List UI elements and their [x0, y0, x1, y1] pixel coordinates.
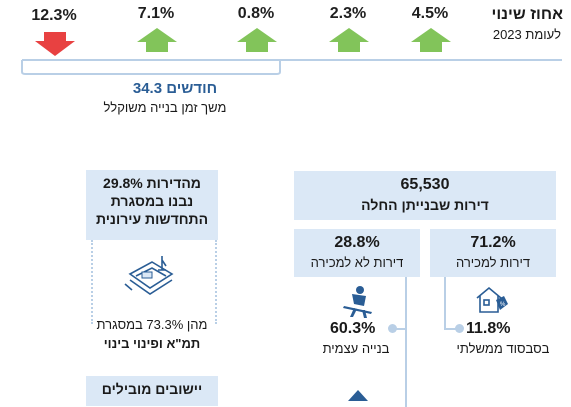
leading-localities-box: יישובים מובילים: [86, 376, 218, 406]
subsidized-value: 11.8%: [466, 320, 511, 337]
self-build-label: בנייה עצמית: [322, 341, 390, 356]
subsidized-label: בסבסוד ממשלתי: [456, 341, 550, 356]
up-arrow-icon: [329, 28, 369, 52]
starts-count: 65,530: [400, 176, 450, 193]
self-build-value: 60.3%: [330, 320, 376, 337]
header-title: אחוז שינוי: [491, 6, 564, 23]
connector-dot: [388, 324, 397, 333]
self-build-worker-icon: [343, 286, 372, 318]
change-value-5: 4.5%: [411, 5, 449, 22]
up-arrow-icon: [237, 28, 277, 52]
up-arrow-icon: [411, 28, 451, 52]
building-icon: [348, 390, 368, 401]
down-arrow-icon: [35, 32, 75, 56]
leading-localities-title: יישובים מובילים: [101, 381, 203, 397]
urban-renewal-box: 29.8% מהדירות נבנו במסגרת התחדשות עירוני…: [86, 170, 218, 240]
urban-renewal-sub-line1: מהן 73.3% במסגרת: [96, 317, 208, 332]
for-sale-label: דירות למכירה: [455, 255, 531, 270]
header-divider: [22, 59, 562, 61]
for-sale-box: 71.2% דירות למכירה: [430, 229, 556, 277]
blueprint-icon: [124, 256, 174, 295]
connector-line: [444, 328, 460, 330]
house-percent-icon: %: [476, 286, 508, 313]
not-for-sale-label: דירות לא למכירה: [310, 255, 404, 270]
not-for-sale-value: 28.8%: [334, 234, 380, 251]
change-value-3: 0.8%: [237, 5, 275, 22]
connector-line: [392, 328, 406, 330]
header-subtitle: לעומת 2023: [492, 27, 561, 42]
not-for-sale-box: 28.8% דירות לא למכירה: [294, 229, 420, 277]
urban-renewal-line2: נבנו במסגרת: [110, 193, 194, 209]
change-value-1: 12.3%: [31, 7, 77, 24]
urban-renewal-sub-line2: תמ"א ופינוי בינוי: [103, 336, 201, 351]
urban-renewal-line3: התחדשות עירונית: [95, 211, 209, 227]
change-value-4: 2.3%: [329, 5, 367, 22]
for-sale-value: 71.2%: [470, 234, 516, 251]
connector-line: [444, 277, 446, 329]
connector-dot: [455, 324, 464, 333]
urban-renewal-frame: [91, 240, 217, 324]
up-arrow-icon: [137, 28, 177, 52]
starts-box: 65,530 דירות שבנייתן החלה: [294, 171, 556, 220]
duration-value: 34.3 חודשים: [132, 80, 218, 97]
urban-renewal-line1: 29.8% מהדירות: [103, 175, 201, 191]
svg-text:%: %: [500, 302, 506, 308]
change-value-2: 7.1%: [137, 5, 175, 22]
starts-label: דירות שבנייתן החלה: [361, 197, 489, 213]
duration-bracket: [21, 60, 281, 75]
connector-line: [405, 277, 407, 407]
duration-label: משך זמן בנייה משוקלל: [103, 100, 227, 115]
